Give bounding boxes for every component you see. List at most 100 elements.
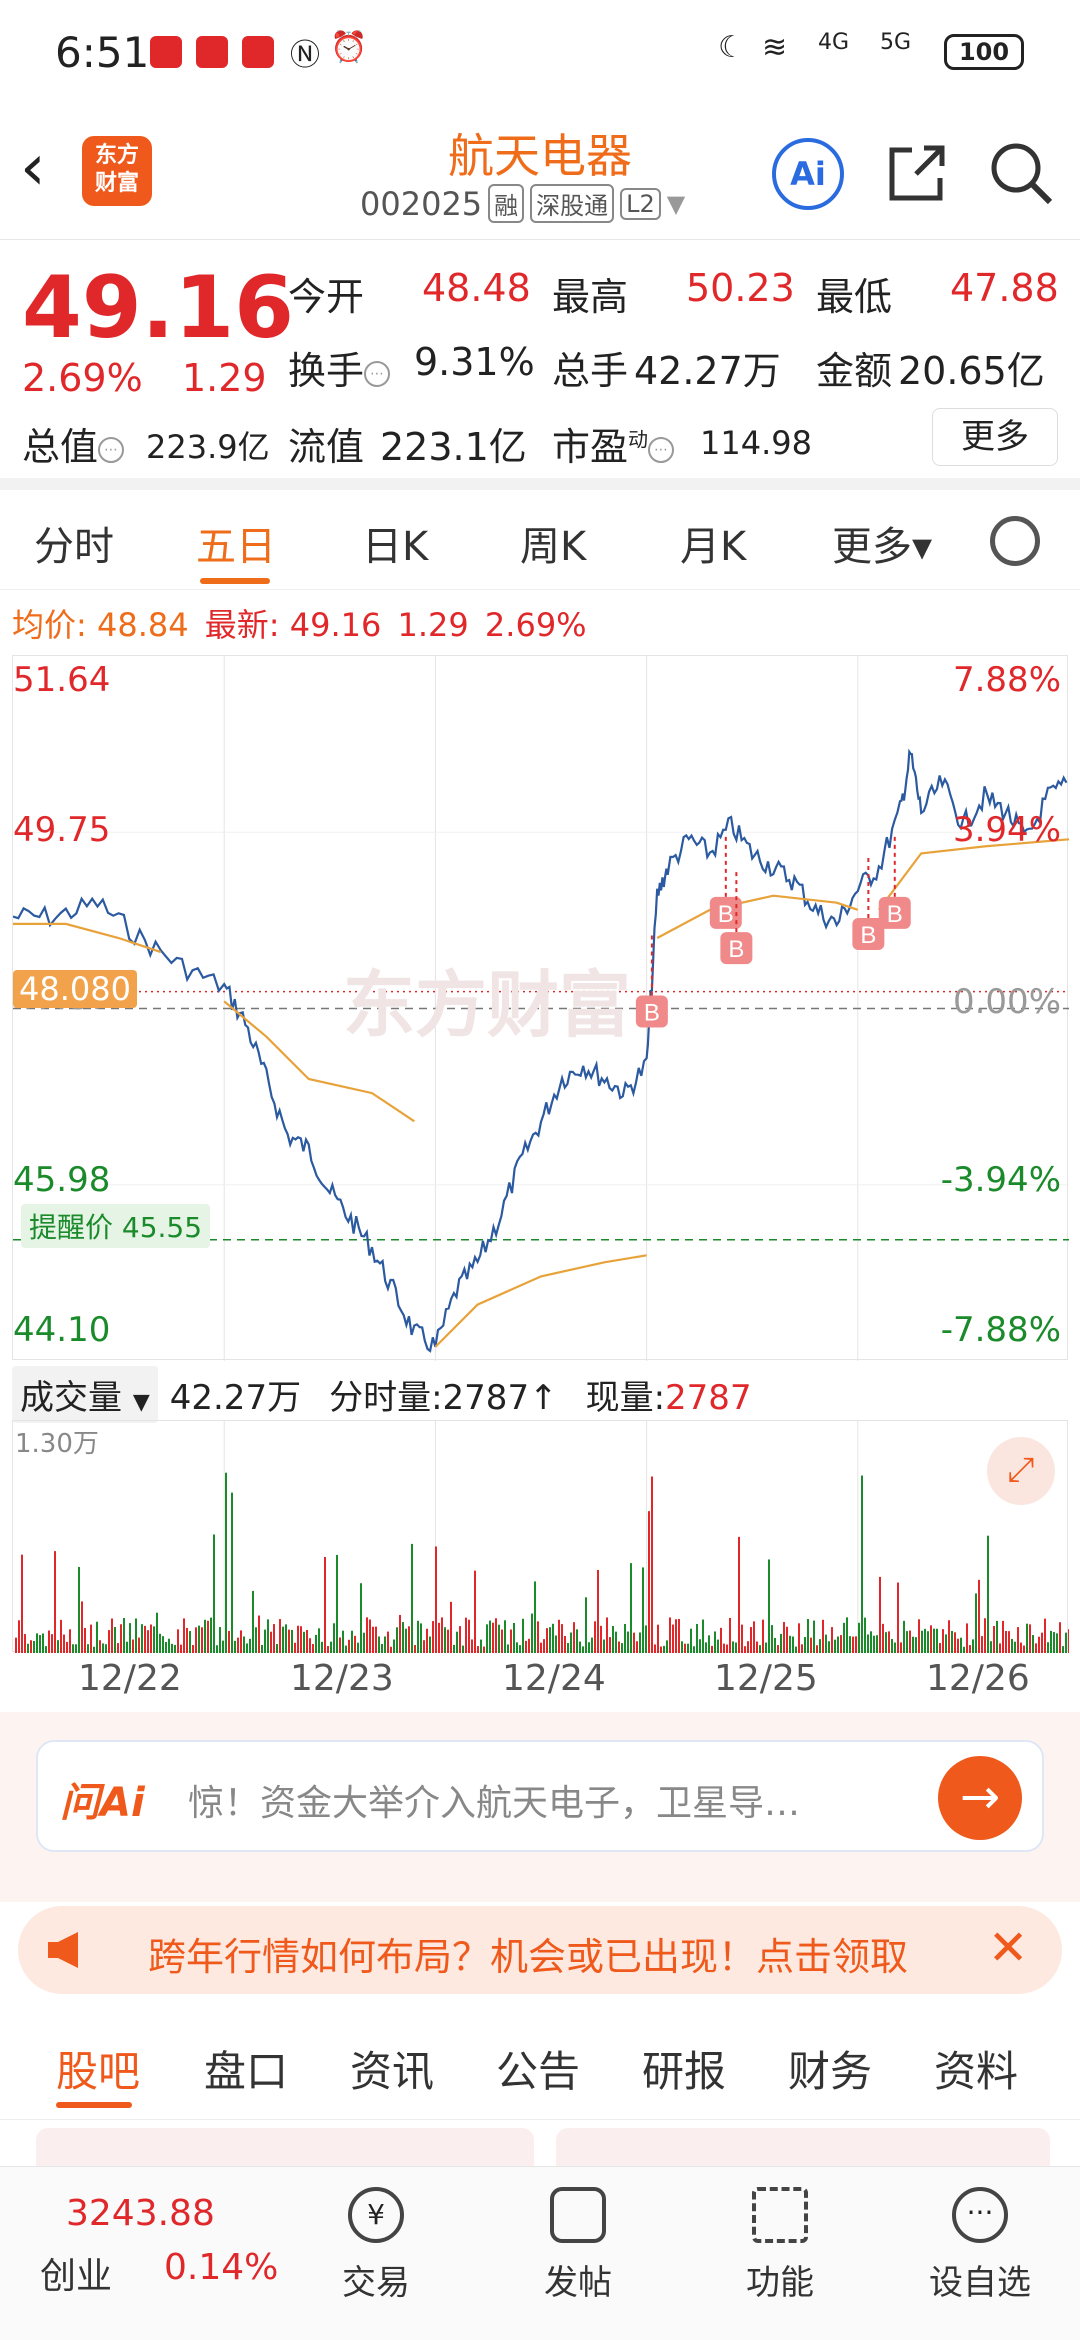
info-icon[interactable]: ⋯	[98, 436, 125, 463]
edit-icon	[550, 2187, 606, 2243]
index-pct[interactable]: 0.14%	[164, 2247, 279, 2288]
volume-bar	[516, 1642, 518, 1653]
volume-bar	[81, 1601, 83, 1653]
tab-five-day[interactable]: 五日	[196, 524, 276, 570]
dropdown-icon[interactable]: ▼	[666, 189, 686, 218]
volume-bar	[147, 1630, 149, 1653]
more-button[interactable]: 更多	[932, 408, 1058, 466]
tab-announcements[interactable]: 公告	[496, 2047, 581, 2096]
volume-bar	[51, 1634, 53, 1653]
tab-monthly-k[interactable]: 月K	[680, 524, 747, 570]
volume-bar	[834, 1639, 836, 1653]
pe-label: 市盈动 ⋯	[552, 416, 675, 471]
volume-bar	[219, 1627, 221, 1653]
ai-query-box[interactable]: 问Ai 惊！资金大举介入航天电子，卫星导… →	[36, 1740, 1044, 1852]
stock-code: 002025	[360, 184, 483, 223]
volume-bar	[531, 1613, 533, 1653]
share-icon[interactable]	[884, 142, 950, 206]
tag-level2: L2	[620, 187, 661, 220]
nav-watchlist[interactable]: ··· 设自选	[910, 2187, 1050, 2304]
volume-bar	[414, 1644, 416, 1653]
volume-bar	[378, 1636, 380, 1653]
ai-suggestion[interactable]: 惊！资金大举介入航天电子，卫星导…	[188, 1783, 801, 1824]
volume-bar	[585, 1597, 587, 1653]
nav-functions[interactable]: 功能	[710, 2187, 850, 2304]
info-icon[interactable]: ⋯	[364, 360, 391, 387]
volume-bar	[813, 1620, 815, 1653]
buy-marker-label: B	[644, 1000, 660, 1027]
promo-banner[interactable]: 跨年行情如何布局？机会或已出现！点击领取 ✕	[18, 1906, 1062, 1994]
volume-bar	[387, 1631, 389, 1653]
volume-bar	[543, 1639, 545, 1653]
volume-bar	[741, 1624, 743, 1653]
volume-bar	[759, 1645, 761, 1653]
search-icon[interactable]	[988, 140, 1054, 206]
volume-bar	[672, 1624, 674, 1653]
volume-bar	[339, 1637, 341, 1653]
volume-bar	[231, 1492, 233, 1653]
volume-bar	[279, 1619, 281, 1653]
index-name[interactable]: 创业	[40, 2256, 113, 2297]
arrow-right-icon[interactable]: →	[938, 1756, 1022, 1840]
volume-selector[interactable]: 成交量 ▼	[12, 1366, 158, 1423]
volume-bar	[495, 1618, 497, 1653]
volume-bar	[450, 1601, 452, 1653]
tab-profile[interactable]: 资料	[934, 2047, 1019, 2096]
volume-bar	[618, 1641, 620, 1653]
volume-bar	[72, 1644, 74, 1653]
volume-bar	[201, 1627, 203, 1653]
volume-bar	[486, 1624, 488, 1653]
volume-bar	[1014, 1641, 1016, 1653]
volume-bar	[792, 1636, 794, 1653]
tab-financials[interactable]: 财务	[788, 2047, 873, 2096]
volume-bar	[786, 1626, 788, 1653]
volume-bar	[984, 1618, 986, 1653]
volume-bar	[498, 1624, 500, 1653]
index-value[interactable]: 3243.88	[66, 2193, 215, 2234]
tag-connect: 深股通	[530, 184, 615, 223]
volume-bar	[471, 1639, 473, 1653]
volume-bar	[42, 1633, 44, 1653]
tab-research[interactable]: 研报	[642, 2047, 727, 2096]
tab-weekly-k[interactable]: 周K	[520, 524, 587, 570]
nav-trade[interactable]: ¥ 交易	[306, 2187, 446, 2304]
volume-bar	[102, 1643, 104, 1653]
volume-bar	[162, 1636, 164, 1653]
volume-bar	[576, 1629, 578, 1653]
expand-icon[interactable]: ⤢	[987, 1437, 1055, 1505]
ai-button[interactable]: Ai	[772, 138, 844, 210]
change-pct: 2.69%	[22, 356, 143, 400]
gear-icon[interactable]	[990, 516, 1040, 566]
volume-bar	[546, 1628, 548, 1653]
volume-bar	[372, 1626, 374, 1653]
volume-bar	[297, 1625, 299, 1653]
close-icon[interactable]: ✕	[988, 1920, 1029, 1976]
tab-more[interactable]: 更多▾	[832, 524, 933, 570]
volume-bar	[669, 1617, 671, 1653]
volume-bar	[123, 1617, 125, 1653]
tab-orderbook[interactable]: 盘口	[204, 2047, 289, 2096]
tab-news[interactable]: 资讯	[350, 2047, 435, 2096]
volume-bar	[1020, 1642, 1022, 1653]
tab-forum[interactable]: 股吧	[56, 2047, 141, 2096]
volume-bar	[480, 1639, 482, 1653]
volume-bar	[858, 1622, 860, 1653]
volume-bar	[300, 1626, 302, 1653]
volume-bar	[24, 1634, 26, 1653]
high-label: 最高	[552, 275, 629, 319]
nav-post[interactable]: 发帖	[508, 2187, 648, 2304]
tab-daily-k[interactable]: 日K	[362, 524, 429, 570]
tab-intraday[interactable]: 分时	[34, 524, 114, 570]
volume-bar	[636, 1641, 638, 1653]
volume-bar	[195, 1627, 197, 1653]
alert-price-tag[interactable]: 提醒价 45.55	[21, 1204, 211, 1248]
buy-marker	[635, 995, 668, 1028]
volume-bar	[54, 1551, 56, 1653]
info-icon[interactable]: ⋯	[648, 436, 675, 463]
volume-bar	[291, 1629, 293, 1653]
volume-bar	[369, 1619, 371, 1653]
banner-text[interactable]: 跨年行情如何布局？机会或已出现！点击领取	[148, 1935, 909, 1979]
volume-bar	[483, 1646, 485, 1653]
back-icon[interactable]: ‹	[20, 131, 46, 205]
